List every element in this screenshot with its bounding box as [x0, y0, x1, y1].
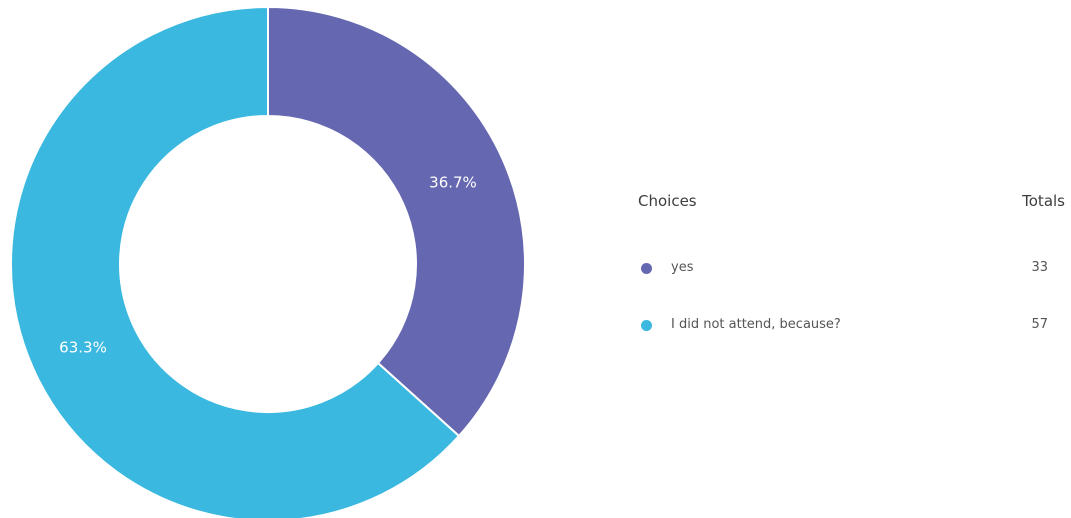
legend-table: Choices Totals yes 33 I did not attend, … [638, 190, 1068, 335]
slice-percent-label-0: 36.7% [429, 174, 477, 192]
legend-total-did-not-attend: 57 [1031, 317, 1048, 332]
legend-header-choices: Choices [638, 192, 697, 210]
legend-marker-did-not-attend [641, 320, 652, 331]
legend-label-yes: yes [671, 260, 694, 275]
donut-chart: 36.7% 63.3% [10, 5, 526, 518]
legend-row-did-not-attend[interactable]: I did not attend, because? 57 [638, 315, 1068, 335]
donut-chart-svg: 36.7% 63.3% [10, 5, 526, 518]
legend-total-yes: 33 [1031, 260, 1048, 275]
slice-percent-label-1: 63.3% [59, 338, 107, 356]
donut-slice-1[interactable] [10, 5, 461, 518]
legend-label-did-not-attend: I did not attend, because? [671, 317, 841, 332]
legend-header-totals: Totals [1022, 192, 1065, 210]
legend-header: Choices Totals [638, 190, 1068, 218]
donut-slice-0[interactable] [267, 5, 526, 438]
legend-marker-yes [641, 263, 652, 274]
legend-row-yes[interactable]: yes 33 [638, 258, 1068, 278]
